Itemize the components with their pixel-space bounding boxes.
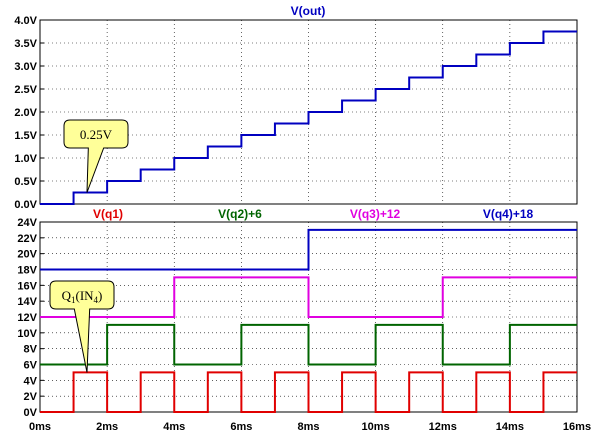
q-bits-x-tick-label: 8ms	[297, 421, 319, 433]
q1-callout-label: Q1(IN4)	[62, 288, 103, 305]
q-bits-x-tick-label: 4ms	[163, 421, 185, 433]
q-bits-y-tick-label: 12V	[17, 312, 37, 324]
q-bits-y-tick-label: 4V	[24, 375, 38, 387]
vout-y-tick-label: 3.0V	[14, 61, 37, 73]
series-v-q4-18-line	[40, 228, 577, 271]
q1-annotation-callout: Q1(IN4)	[49, 280, 115, 373]
q-bits-y-tick-label: 16V	[17, 280, 37, 292]
vout-y-tick-label: 1.5V	[14, 130, 37, 142]
series-v-out-line	[40, 30, 577, 205]
q-bits-x-tick-label: 2ms	[96, 421, 118, 433]
q-bits-x-tick-label: 10ms	[362, 421, 390, 433]
vout-callout-label: 0.25V	[80, 127, 113, 142]
q-bits-y-tick-label: 2V	[24, 391, 38, 403]
q-bits-x-tick-labels: 0ms 2ms 4ms 6ms 8ms 10ms 12ms 14ms 16ms	[29, 408, 591, 433]
legend-v-q2-6: V(q2)+6	[218, 207, 262, 221]
vout-y-tick-label: 2.5V	[14, 84, 37, 96]
q-bits-panel: V(q1) V(q2)+6 V(q3)+12 V(q4)+18 0V 2V 4V 6V 8V 1…	[17, 207, 591, 433]
series-v-q1-line	[40, 371, 577, 413]
q-bits-x-tick-label: 12ms	[429, 421, 457, 433]
q-bits-y-tick-label: 0V	[24, 407, 38, 419]
q1-callout-end: )	[98, 288, 102, 303]
q-bits-x-tick-label: 16ms	[563, 421, 591, 433]
q-bits-y-tick-label: 6V	[24, 360, 38, 372]
q-bits-x-tick-label: 14ms	[496, 421, 524, 433]
q1-callout-mid: (IN	[76, 288, 95, 303]
vout-panel: V(out) 0.0V 0.5V 1.0V 1.5V 2.0V 2.5V 3.0V 3.5V 4…	[14, 4, 578, 211]
q-bits-y-tick-label: 24V	[17, 217, 37, 229]
q-bits-y-tick-label: 10V	[17, 328, 37, 340]
q1-callout-q: Q	[62, 288, 72, 303]
q-bits-x-tick-label: 6ms	[230, 421, 252, 433]
vout-callout-bubble	[63, 119, 129, 193]
chart-title-vout: V(out)	[291, 4, 326, 18]
series-v-q3-12-line	[40, 276, 577, 318]
vout-y-tick-label: 0.5V	[14, 176, 37, 188]
legend-v-q4-18: V(q4)+18	[483, 207, 534, 221]
q-bits-y-tick-labels: 0V 2V 4V 6V 8V 10V 12V 14V 16V 18V 20V 22V 24V	[17, 217, 37, 419]
q-bits-legend: V(q1) V(q2)+6 V(q3)+12 V(q4)+18	[93, 207, 534, 221]
vout-y-tick-label: 3.5V	[14, 38, 37, 50]
q-bits-x-tick-label: 0ms	[29, 421, 51, 433]
legend-v-q1: V(q1)	[93, 207, 123, 221]
q1-callout-bubble	[49, 280, 115, 373]
q-bits-y-tick-label: 20V	[17, 249, 37, 261]
q-bits-y-tick-label: 22V	[17, 233, 37, 245]
q-bits-y-tick-label: 14V	[17, 296, 37, 308]
q-bits-y-tick-label: 8V	[24, 344, 38, 356]
vout-y-tick-labels: 0.0V 0.5V 1.0V 1.5V 2.0V 2.5V 3.0V 3.5V 4.0V	[14, 15, 37, 211]
vout-annotation-callout: 0.25V	[63, 119, 129, 193]
q1-callout-sub2: 4	[94, 295, 99, 305]
q1-callout-sub1: 1	[71, 295, 76, 305]
vout-y-tick-label: 4.0V	[14, 15, 37, 27]
vout-y-tick-label: 1.0V	[14, 153, 37, 165]
vout-series	[40, 30, 577, 205]
vout-y-tick-label: 2.0V	[14, 107, 37, 119]
q-bits-series	[40, 228, 577, 413]
q-bits-y-tick-label: 18V	[17, 265, 37, 277]
legend-v-q3-12: V(q3)+12	[350, 207, 401, 221]
series-v-q2-6-line	[40, 323, 577, 366]
vout-y-tick-label: 0.0V	[14, 199, 37, 211]
